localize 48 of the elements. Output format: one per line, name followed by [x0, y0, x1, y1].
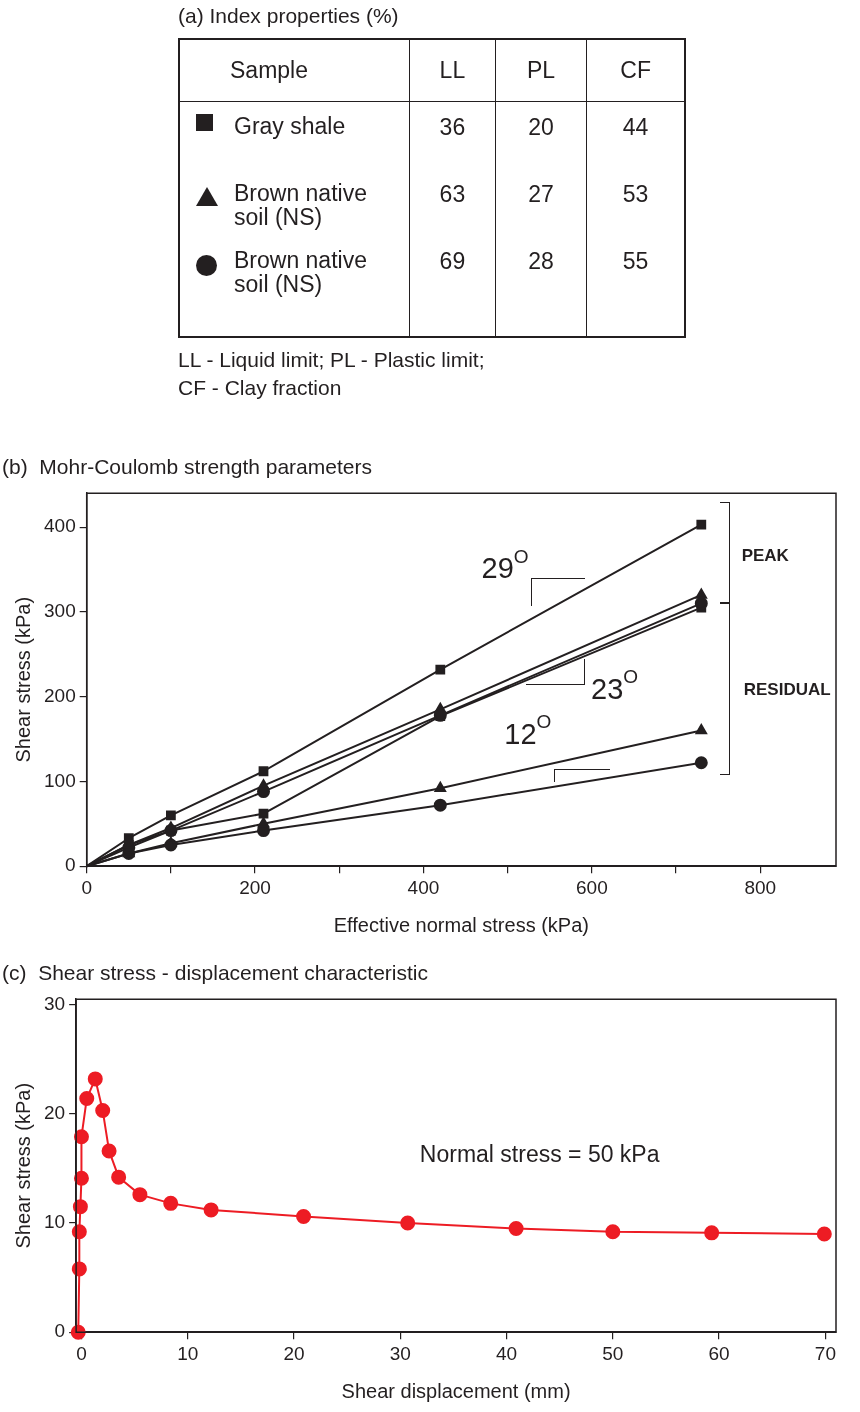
- text: Brown native soil (NS): [234, 246, 367, 298]
- x-tick-label: 20: [283, 1342, 305, 1364]
- text: LL - Liquid limit; PL - Plastic limit; CF - Clay fraction: [178, 347, 486, 402]
- chart-title: (b) Mohr-Coulomb strength parameters: [2, 455, 372, 479]
- chart-title: (c) Shear stress - displacement characteristic: [2, 961, 428, 985]
- y-tick-label: 20: [43, 1102, 66, 1124]
- text: 53: [622, 181, 649, 207]
- text: 20: [528, 113, 554, 140]
- x-tick-label: 70: [814, 1342, 836, 1364]
- y-axis-title: Shear stress (kPa): [11, 596, 34, 763]
- x-tick-label: 30: [389, 1342, 411, 1364]
- annotation: Normal stress = 50 kPa: [419, 1141, 660, 1168]
- x-tick-label: 40: [495, 1342, 518, 1364]
- y-tick-label: 400: [44, 515, 76, 537]
- y-tick-label: 100: [44, 769, 76, 791]
- text: (a) Index properties (%): [178, 4, 399, 28]
- annotation: PEAK: [741, 546, 790, 566]
- text: 36: [439, 113, 466, 140]
- text: 28: [528, 247, 554, 274]
- text: Sample: [230, 57, 308, 84]
- x-tick-label: 50: [602, 1342, 624, 1364]
- text: 27: [528, 181, 554, 207]
- y-tick-label: 30: [43, 992, 66, 1014]
- x-tick-label: 0: [81, 876, 92, 898]
- text: 69: [439, 247, 466, 274]
- text: 55: [622, 247, 649, 274]
- y-tick-label: 300: [44, 600, 76, 622]
- text: 44: [622, 113, 649, 140]
- x-tick-label: 200: [239, 876, 271, 898]
- text: Brown native soil (NS): [234, 180, 367, 231]
- x-tick-label: 800: [744, 876, 777, 898]
- x-axis-title: Shear displacement (mm): [341, 1379, 571, 1402]
- y-tick-label: 200: [44, 684, 76, 706]
- y-tick-label: 0: [54, 1320, 66, 1342]
- text: Gray shale: [234, 112, 346, 139]
- x-tick-label: 60: [708, 1342, 730, 1364]
- text: 63: [439, 181, 466, 207]
- x-tick-label: 10: [177, 1342, 199, 1364]
- x-tick-label: 600: [575, 876, 608, 898]
- x-tick-label: 400: [407, 876, 440, 898]
- y-tick-label: 0: [65, 854, 76, 876]
- text: CF: [620, 56, 651, 83]
- x-axis-title: Effective normal stress (kPa): [333, 913, 589, 936]
- y-axis-title: Shear stress (kPa): [11, 1082, 34, 1249]
- annotation: RESIDUAL: [743, 680, 831, 700]
- text: LL: [439, 56, 466, 83]
- y-tick-label: 10: [43, 1211, 66, 1233]
- text: PL: [526, 56, 556, 83]
